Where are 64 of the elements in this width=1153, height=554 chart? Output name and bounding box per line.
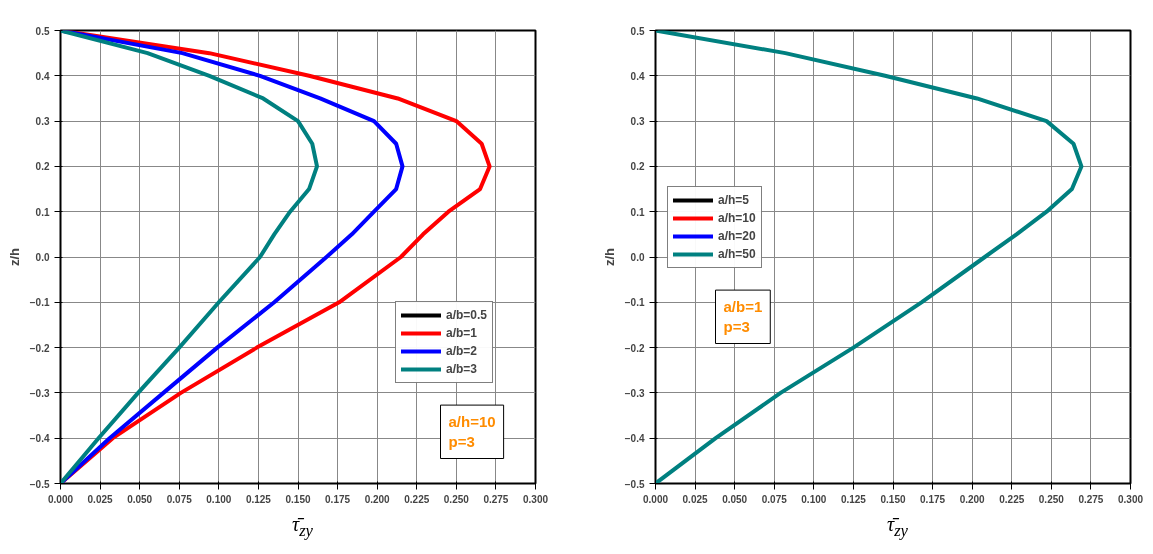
legend-label: a/h=50 bbox=[718, 246, 756, 262]
y-tick-label: 0.1 bbox=[630, 206, 645, 218]
legend-label: a/b=1 bbox=[446, 325, 478, 341]
y-tick-label: −0.2 bbox=[29, 342, 50, 354]
y-tick-label: 0.5 bbox=[35, 25, 50, 37]
x-tick-label: 0.225 bbox=[404, 493, 430, 505]
x-tick-label: 0.025 bbox=[87, 493, 114, 505]
legend-label: a/b=3 bbox=[446, 361, 478, 377]
x-tick-label: 0.200 bbox=[959, 493, 986, 505]
x-tick-label: 0.075 bbox=[761, 493, 788, 505]
x-tick-label: 0.125 bbox=[840, 493, 867, 505]
x-tick-label: 0.150 bbox=[285, 493, 311, 505]
x-tick-label: 0.100 bbox=[206, 493, 232, 505]
legend-label: a/h=10 bbox=[718, 210, 756, 226]
x-tick-label: 0.175 bbox=[325, 493, 351, 505]
legend-label: a/h=5 bbox=[718, 192, 750, 208]
y-tick-label: 0.4 bbox=[35, 70, 50, 82]
x-tick-label: 0.100 bbox=[801, 493, 827, 505]
x-tick-label: 0.075 bbox=[166, 493, 193, 505]
annotation: a/h=10 bbox=[448, 413, 496, 431]
x-tick-label: 0.300 bbox=[522, 493, 549, 505]
y-tick-label: −0.2 bbox=[624, 342, 645, 354]
x-axis-title: τ̄$_{zy}$ bbox=[291, 512, 314, 542]
y-tick-label: 0.3 bbox=[35, 116, 50, 128]
y-axis-title: z/h bbox=[601, 247, 617, 267]
annotation: p=3 bbox=[448, 433, 475, 451]
x-tick-label: 0.275 bbox=[483, 493, 509, 505]
y-axis-title: z/h bbox=[6, 247, 22, 267]
y-tick-label: 0.1 bbox=[35, 206, 50, 218]
x-tick-label: 0.300 bbox=[1117, 493, 1144, 505]
x-tick-label: 0.200 bbox=[364, 493, 391, 505]
y-tick-label: −0.5 bbox=[624, 478, 645, 490]
x-axis-title: τ̄$_{zy}$ bbox=[886, 512, 909, 542]
x-tick-label: 0.050 bbox=[127, 493, 153, 505]
y-tick-label: −0.1 bbox=[29, 297, 50, 309]
x-tick-label: 0.000 bbox=[642, 493, 669, 505]
legend-label: a/b=2 bbox=[446, 343, 478, 359]
y-tick-label: −0.4 bbox=[624, 433, 645, 445]
x-tick-label: 0.175 bbox=[920, 493, 946, 505]
y-tick-label: 0.5 bbox=[630, 25, 645, 37]
x-tick-label: 0.150 bbox=[880, 493, 906, 505]
x-tick-label: 0.050 bbox=[722, 493, 748, 505]
x-tick-label: 0.025 bbox=[682, 493, 709, 505]
y-tick-label: −0.1 bbox=[624, 297, 645, 309]
annotation: a/b=1 bbox=[723, 298, 763, 316]
y-tick-label: 0.2 bbox=[630, 161, 645, 173]
x-tick-label: 0.250 bbox=[443, 493, 470, 505]
x-tick-label: 0.250 bbox=[1038, 493, 1065, 505]
y-tick-label: −0.4 bbox=[29, 433, 50, 445]
x-tick-label: 0.225 bbox=[999, 493, 1025, 505]
y-tick-label: −0.3 bbox=[624, 387, 645, 399]
x-tick-label: 0.125 bbox=[245, 493, 272, 505]
annotation: p=3 bbox=[723, 318, 750, 336]
x-tick-label: 0.275 bbox=[1078, 493, 1104, 505]
legend-label: a/h=20 bbox=[718, 228, 756, 244]
y-tick-label: 0.3 bbox=[630, 116, 645, 128]
y-tick-label: 0.0 bbox=[630, 252, 645, 263]
legend-label: a/b=0.5 bbox=[446, 307, 488, 323]
x-tick-label: 0.000 bbox=[47, 493, 74, 505]
y-tick-label: −0.3 bbox=[29, 387, 50, 399]
y-tick-label: 0.4 bbox=[630, 70, 645, 82]
y-tick-label: −0.5 bbox=[29, 478, 50, 490]
y-tick-label: 0.0 bbox=[35, 252, 50, 263]
y-tick-label: 0.2 bbox=[35, 161, 50, 173]
